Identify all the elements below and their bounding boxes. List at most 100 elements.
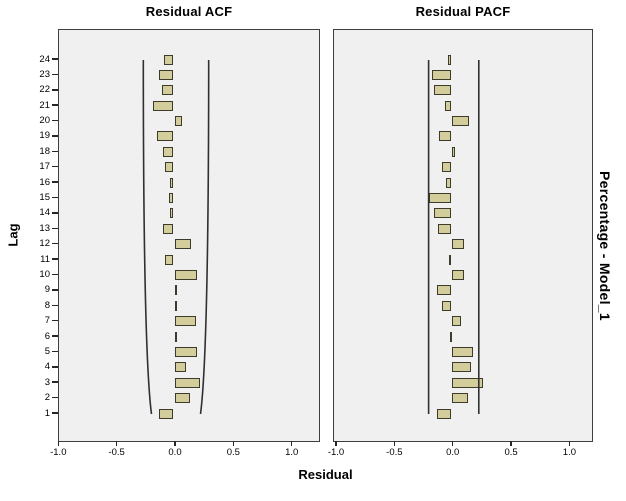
lag-16-bar [446,177,452,188]
lag-tick-label: 16 [39,176,50,188]
lag-23-bar [159,69,174,80]
x-tick-label: 0.0 [168,447,182,458]
lag-10-bar [174,269,197,280]
lag-14-bar [433,208,452,219]
lag-1-bar [159,408,174,419]
lag-tick [52,212,58,214]
acf-title: Residual ACF [145,4,233,19]
lag-15-bar [428,193,452,204]
x-tick-label: 0.0 [446,447,460,458]
lag-7-bar [174,316,196,327]
lag-tick-label: 6 [44,330,50,342]
lag-tick-label: 3 [44,376,50,388]
lag-tick-label: 11 [40,253,50,265]
lag-10-bar [452,269,465,280]
residual-axis-label: Residual [298,467,353,482]
lag-tick-label: 2 [44,392,50,404]
x-tick [393,441,396,446]
lag-21-bar [445,100,452,111]
lag-tick-label: 19 [39,130,50,142]
lag-19-bar [156,131,174,142]
lag-tick-label: 21 [39,99,50,111]
lag-tick-label: 20 [39,115,50,127]
lag-1-bar [437,408,452,419]
lag-2-bar [452,393,468,404]
lag-19-bar [439,131,452,142]
lag-tick-label: 18 [39,145,50,157]
x-tick-label: 0.5 [226,447,240,458]
lag-tick-label: 17 [39,161,50,173]
lag-9-bar [174,285,177,296]
lag-tick-label: 23 [39,68,50,80]
lag-20-bar [452,116,469,127]
x-tick [57,441,60,446]
lag-tick [52,181,58,183]
lag-tick [52,73,58,76]
model-label: Percentage - Model_1 [597,171,613,321]
lag-23-bar [432,69,452,80]
lag-17-bar [165,162,174,173]
lag-18-bar [162,146,174,157]
lag-tick [52,273,58,276]
lag-15-bar [168,193,174,204]
lag-12-bar [452,239,465,250]
lag-3-bar [452,377,483,388]
acf-plot-area [58,29,320,442]
x-tick [335,441,337,446]
lag-9-bar [437,285,452,296]
x-tick-label: -1.0 [327,447,345,458]
x-tick-label: -0.5 [386,447,403,458]
lag-tick [52,350,58,353]
lag-tick-label: 5 [44,345,50,357]
lag-tick [52,412,58,414]
x-tick [451,441,454,446]
lag-tick-label: 14 [39,207,50,219]
lag-12-bar [174,239,191,250]
lag-tick [52,89,58,91]
lag-tick [52,119,58,122]
lag-22-bar [433,85,452,96]
lag-tick [52,319,58,322]
lag-13-bar [438,223,452,234]
lag-tick [52,150,58,153]
lag-tick [52,396,58,399]
x-tick [290,441,293,446]
x-tick [174,441,176,446]
lag-3-bar [174,377,201,388]
lag-20-bar [174,116,182,127]
lag-tick-label: 24 [39,53,50,65]
lag-axis-label: Lag [5,223,21,247]
lag-5-bar [452,346,474,357]
x-tick [115,441,118,446]
lag-21-bar [153,100,174,111]
lag-tick-label: 22 [39,84,50,96]
lag-14-bar [169,208,174,219]
pacf-title: Residual PACF [415,4,511,19]
lag-11-bar [165,254,174,265]
lag-tick-label: 8 [44,299,50,311]
lag-tick [52,196,58,199]
lag-tick [52,135,58,137]
lag-6-bar [174,331,177,342]
x-tick [568,441,571,446]
lag-16-bar [169,177,174,188]
lag-tick [52,58,58,60]
lag-tick [52,366,58,368]
lag-6-bar [449,331,452,342]
x-tick-label: 0.5 [504,447,518,458]
lag-11-bar [448,254,452,265]
lag-tick-label: 1 [44,407,50,419]
lag-tick [52,304,58,306]
lag-22-bar [161,85,174,96]
lag-tick [52,242,58,245]
lag-tick [52,381,58,383]
lag-24-bar [163,54,174,65]
lag-4-bar [174,362,187,373]
lag-tick-label: 7 [44,315,50,327]
lag-tick-label: 12 [39,238,50,250]
x-tick-label: -0.5 [108,447,125,458]
lag-tick [52,165,58,168]
lag-8-bar [441,300,452,311]
lag-tick [52,289,58,291]
lag-tick-label: 10 [39,268,50,280]
